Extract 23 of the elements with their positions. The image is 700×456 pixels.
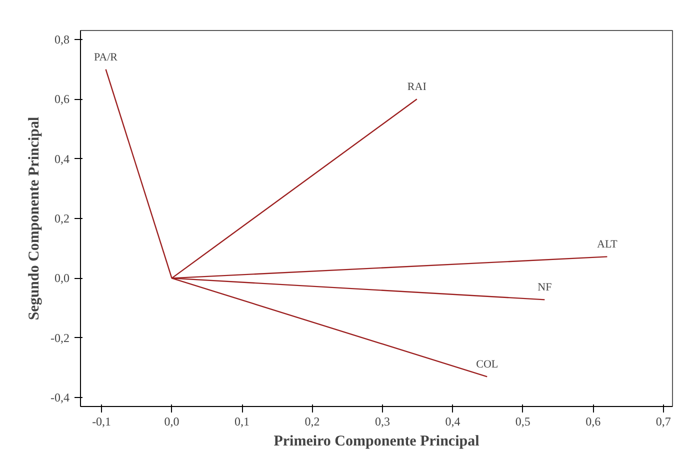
y-axis-title: Segundo Componente Principal xyxy=(26,116,43,320)
y-tick-label: 0,2 xyxy=(54,212,70,226)
x-tick-label: 0,5 xyxy=(515,414,530,428)
x-tick-label: 0,2 xyxy=(304,414,320,428)
x-tick-label: -0,1 xyxy=(92,414,112,428)
y-tick-label: -0,2 xyxy=(50,330,70,345)
y-tick-label: 0,0 xyxy=(54,271,70,286)
y-tick-label: -0,4 xyxy=(50,390,70,405)
series-label: RAI xyxy=(407,81,427,94)
x-tick-label: 0,6 xyxy=(586,414,601,428)
y-tick-label: 0,8 xyxy=(54,32,70,46)
x-axis-title: Primeiro Componente Principal xyxy=(274,434,480,450)
x-tick-label: 0,7 xyxy=(656,414,671,428)
series-label: COL xyxy=(476,358,498,371)
y-tick-label: 0,6 xyxy=(54,92,70,106)
x-tick-label: 0,4 xyxy=(445,414,460,428)
series-label: ALT xyxy=(597,238,618,251)
y-tick-label: 0,4 xyxy=(54,152,70,166)
series-label: PA/R xyxy=(94,51,118,64)
x-tick-label: 0,1 xyxy=(234,414,250,428)
x-tick-label: 0,0 xyxy=(164,414,180,428)
x-tick-label: 0,3 xyxy=(374,414,390,428)
series-label: NF xyxy=(538,282,552,294)
